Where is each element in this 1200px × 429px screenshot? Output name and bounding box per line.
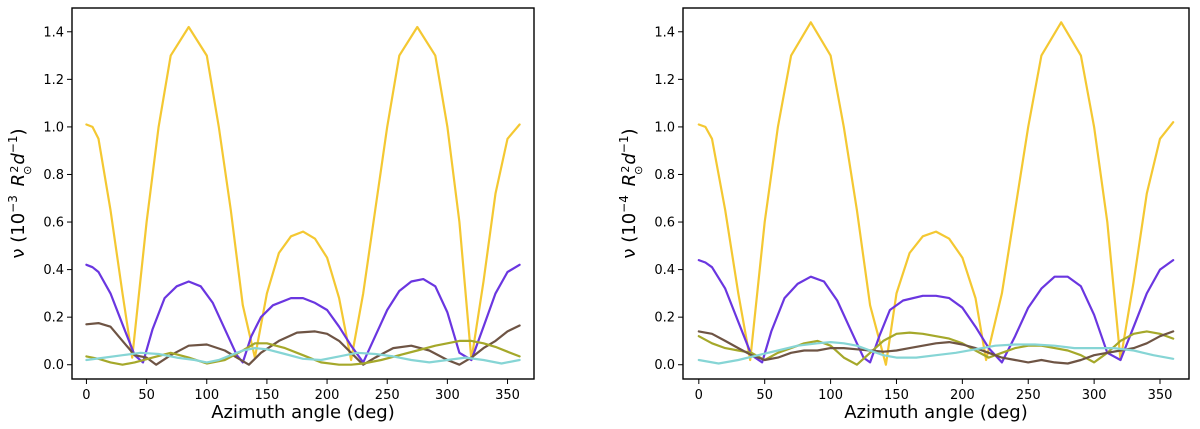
left-xtick-label: 0 <box>82 388 90 403</box>
left-xtick-label: 100 <box>194 388 219 403</box>
left-xtick-label: 250 <box>375 388 400 403</box>
left-ytick-label: 0.2 <box>43 311 64 326</box>
left-ytick-label: 0.6 <box>43 216 64 231</box>
left-series-yellow <box>85 25 521 362</box>
left-xtick-label: 50 <box>138 388 155 403</box>
right-ytick-label: 0.0 <box>654 358 675 373</box>
right-ytick-label: 0.6 <box>654 216 675 231</box>
left-xtick-label: 200 <box>315 388 340 403</box>
left-ytick-label: 0.0 <box>43 358 64 373</box>
right-y-axis-label: ν (10−4 R⊙2d−1) <box>617 128 645 258</box>
right-ytick-label: 0.4 <box>654 263 675 278</box>
right-series-yellow <box>697 21 1175 366</box>
right-ytick-label: 0.8 <box>654 168 675 183</box>
right-ytick-label: 0.2 <box>654 311 675 326</box>
right-series-purple <box>697 259 1175 364</box>
right-series-cyan <box>697 341 1175 365</box>
right-xtick-label: 0 <box>695 388 703 403</box>
left-xtick-label: 150 <box>254 388 279 403</box>
left-ytick-label: 1.4 <box>43 25 64 40</box>
left-xtick-label: 300 <box>435 388 460 403</box>
right-xtick-label: 100 <box>818 388 843 403</box>
left-series-cyan <box>85 347 521 365</box>
left-ytick-label: 1.0 <box>43 120 64 135</box>
right-panel: 0 50 100 150 200 250 300 350 0.0 0.2 0.4 0.6 0.8 1.0 1… <box>617 7 1190 423</box>
right-ytick-label: 1.4 <box>654 25 675 40</box>
left-ytick-label: 0.4 <box>43 263 64 278</box>
left-series-purple <box>85 263 521 364</box>
right-x-axis-label: Azimuth angle (deg) <box>844 402 1028 423</box>
right-xtick-label: 50 <box>756 388 773 403</box>
left-x-axis-label: Azimuth angle (deg) <box>211 402 395 423</box>
right-ytick-label: 1.0 <box>654 120 675 135</box>
right-series-brown <box>697 330 1175 365</box>
left-xtick-label: 350 <box>495 388 520 403</box>
right-series-olive <box>697 330 1175 366</box>
left-y-axis-label: ν (10−3 R⊙2d−1) <box>6 128 34 258</box>
right-xtick-label: 350 <box>1148 388 1173 403</box>
right-xtick-label: 300 <box>1082 388 1107 403</box>
right-axes-frame <box>682 7 1190 380</box>
right-xtick-label: 200 <box>950 388 975 403</box>
left-panel: 0 50 100 150 200 250 300 350 0.0 0.2 0.4 0.6 0.8 1.0 1… <box>6 7 535 423</box>
right-xtick-label: 250 <box>1016 388 1041 403</box>
right-xtick-label: 150 <box>884 388 909 403</box>
left-ytick-label: 0.8 <box>43 168 64 183</box>
left-ytick-label: 1.2 <box>43 73 64 88</box>
right-ytick-label: 1.2 <box>654 73 675 88</box>
left-axes-frame <box>71 7 535 380</box>
